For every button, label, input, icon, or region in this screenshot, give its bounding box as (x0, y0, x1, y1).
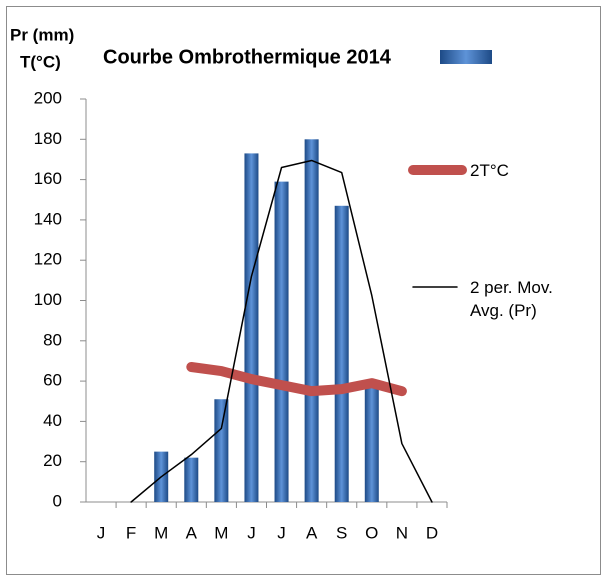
y-tick-label: 160 (34, 169, 62, 188)
bar (244, 153, 259, 502)
legend-label: 2 per. Mov. Avg. (Pr) (470, 278, 553, 320)
x-tick-label: D (426, 523, 438, 542)
bar (334, 205, 349, 503)
x-tick-label: J (97, 523, 106, 542)
y-tick-label: 180 (34, 129, 62, 148)
bar (214, 399, 229, 502)
chart-border (6, 6, 601, 575)
x-tick-label: A (186, 523, 198, 542)
x-tick-label: J (277, 523, 286, 542)
x-tick-label: J (247, 523, 256, 542)
bar (274, 181, 289, 503)
x-tick-label: A (306, 523, 318, 542)
line-series (130, 159, 433, 503)
x-tick-label: M (154, 523, 168, 542)
x-tick-label: S (336, 523, 347, 542)
y-tick-label: 100 (34, 290, 62, 309)
y-tick-label: 40 (43, 411, 62, 430)
y-tick-label: 20 (43, 451, 62, 470)
legend-label: 2T°C (470, 161, 509, 180)
x-tick-label: N (396, 523, 408, 542)
x-tick-label: O (365, 523, 378, 542)
x-tick-label: M (214, 523, 228, 542)
y-axis-title: Pr (mm) (10, 25, 74, 44)
y-tick-label: 200 (34, 88, 62, 107)
y-tick-label: 60 (43, 371, 62, 390)
line-series (186, 361, 407, 397)
y-tick-label: 0 (53, 491, 62, 510)
y-tick-label: 140 (34, 209, 62, 228)
x-tick-label: F (126, 523, 136, 542)
bar (364, 385, 379, 502)
bar (304, 139, 319, 503)
y-axis-title: T(°C) (20, 52, 61, 71)
y-tick-label: 80 (43, 330, 62, 349)
bar (184, 457, 199, 502)
legend-swatch (440, 50, 492, 64)
chart-title: Courbe Ombrothermique 2014 (103, 46, 392, 68)
y-tick-label: 120 (34, 250, 62, 269)
